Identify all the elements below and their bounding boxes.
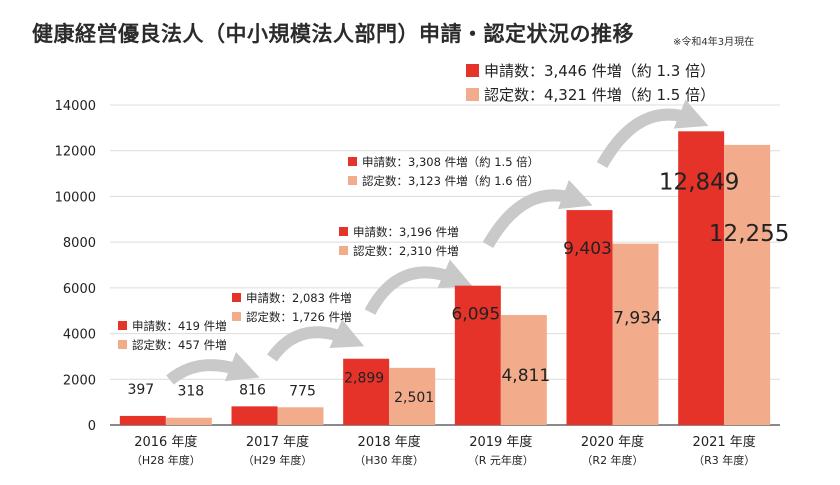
certifications-value-label: 2,501 xyxy=(394,390,434,406)
applications-value-label: 9,403 xyxy=(563,239,612,259)
certifications-bar-3 xyxy=(500,315,547,425)
certifications-bar-5 xyxy=(724,144,771,425)
certifications-swatch xyxy=(232,312,241,321)
y-tick-label: 8000 xyxy=(63,236,96,251)
x-tick-sublabel: （R 元年度） xyxy=(468,453,534,467)
annotation-applications-text: 申請数：2,083 件増 xyxy=(246,290,352,305)
x-tick-sublabel: （H29 年度） xyxy=(243,453,313,467)
x-tick-label: 2016 年度 xyxy=(134,434,197,450)
x-tick-sublabel: （R2 年度） xyxy=(581,453,643,467)
x-tick-label: 2019 年度 xyxy=(469,434,532,450)
certifications-bar-2 xyxy=(389,367,436,425)
applications-bar-0 xyxy=(119,415,166,425)
applications-value-label: 2,899 xyxy=(344,371,384,387)
certifications-value-label: 7,934 xyxy=(613,309,662,329)
annotation-applications-text: 申請数：3,446 件増（約 1.3 倍） xyxy=(484,61,716,80)
applications-swatch xyxy=(466,63,479,77)
applications-bar-1 xyxy=(231,406,278,425)
applications-bar-4 xyxy=(566,210,613,425)
applications-swatch xyxy=(118,321,127,330)
certifications-swatch xyxy=(118,340,127,349)
applications-swatch xyxy=(232,293,241,302)
certifications-swatch xyxy=(339,246,348,255)
y-tick-label: 6000 xyxy=(63,282,96,297)
x-tick-label: 2020 年度 xyxy=(581,434,644,450)
certifications-bar-0 xyxy=(165,417,212,425)
applications-bar-5 xyxy=(678,131,725,425)
applications-value-label: 397 xyxy=(127,382,154,398)
x-tick-label: 2017 年度 xyxy=(246,434,309,450)
applications-swatch xyxy=(348,157,357,166)
y-tick-label: 0 xyxy=(88,419,96,434)
annotation-certifications-text: 認定数：4,321 件増（約 1.5 倍） xyxy=(484,85,716,104)
certifications-value-label: 775 xyxy=(289,383,316,399)
annotation-applications-text: 申請数：3,196 件増 xyxy=(353,224,459,239)
applications-value-label: 6,095 xyxy=(451,305,500,325)
applications-value-label: 12,849 xyxy=(659,169,739,195)
growth-arrow-0 xyxy=(166,351,260,385)
annotation-certifications-text: 認定数：1,726 件増 xyxy=(246,309,352,324)
increase-annotation-2021: 申請数：3,446 件増（約 1.3 倍） 認定数：4,321 件増（約 1.5… xyxy=(466,58,715,106)
growth-arrow-1 xyxy=(267,319,365,362)
applications-bar-2 xyxy=(343,358,390,425)
applications-bar-3 xyxy=(454,285,501,425)
certifications-value-label: 12,255 xyxy=(709,221,789,247)
certifications-swatch xyxy=(466,87,479,101)
y-tick-label: 2000 xyxy=(63,373,96,388)
increase-annotation-2020: 申請数：3,308 件増（約 1.5 倍） 認定数：3,123 件増（約 1.6… xyxy=(348,152,539,190)
applications-swatch xyxy=(339,227,348,236)
certifications-bar-1 xyxy=(277,407,324,425)
growth-arrow-2 xyxy=(364,259,473,315)
x-tick-label: 2018 年度 xyxy=(358,434,421,450)
x-tick-label: 2021 年度 xyxy=(693,434,756,450)
y-tick-label: 4000 xyxy=(63,328,96,343)
certifications-value-label: 318 xyxy=(177,384,204,400)
growth-arrow-3 xyxy=(482,179,593,249)
x-tick-sublabel: （H28 年度） xyxy=(131,453,201,467)
x-tick-sublabel: （H30 年度） xyxy=(354,453,424,467)
y-tick-label: 10000 xyxy=(55,190,96,205)
increase-annotation-2019: 申請数：3,196 件増 認定数：2,310 件増 xyxy=(339,222,459,260)
annotation-certifications-text: 認定数：2,310 件増 xyxy=(353,243,459,258)
y-tick-label: 12000 xyxy=(55,145,96,160)
annotation-applications-text: 申請数：419 件増 xyxy=(132,318,227,333)
date-note: ※令和4年3月現在 xyxy=(673,37,755,48)
certifications-value-label: 4,811 xyxy=(501,366,550,386)
annotation-applications-text: 申請数：3,308 件増（約 1.5 倍） xyxy=(362,154,540,169)
y-tick-label: 14000 xyxy=(55,99,96,114)
increase-annotation-2018: 申請数：2,083 件増 認定数：1,726 件増 xyxy=(232,288,352,326)
certifications-bar-4 xyxy=(612,243,659,425)
annotation-certifications-text: 認定数：457 件増 xyxy=(132,337,227,352)
x-tick-sublabel: （R3 年度） xyxy=(693,453,755,467)
chart-title: 健康経営優良法人（中小規模法人部門）申請・認定状況の推移 xyxy=(32,22,634,46)
annotation-certifications-text: 認定数：3,123 件増（約 1.6 倍） xyxy=(362,173,540,188)
certifications-swatch xyxy=(348,176,357,185)
growth-arrow-4 xyxy=(596,99,709,168)
applications-value-label: 816 xyxy=(239,382,266,398)
increase-annotation-2017: 申請数：419 件増 認定数：457 件増 xyxy=(118,316,227,354)
